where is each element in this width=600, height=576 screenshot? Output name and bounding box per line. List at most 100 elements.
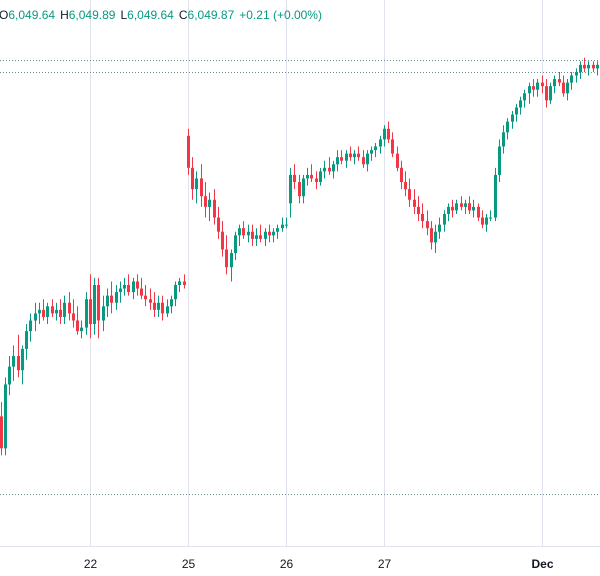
candle-body (404, 182, 407, 190)
candle-body (426, 221, 429, 229)
candle-body (468, 203, 471, 211)
candle-body (55, 309, 58, 314)
candle-body (336, 157, 339, 165)
candle-body (110, 295, 113, 303)
candle-body (149, 299, 152, 303)
candle-body (451, 206, 454, 211)
candle-body (485, 217, 488, 225)
candle-body (464, 203, 467, 207)
x-axis-ticks: 22 25 26 27 Dec (84, 557, 554, 571)
candle-body (259, 235, 262, 239)
candle-body (213, 199, 216, 218)
candle-body (281, 224, 284, 229)
open-label: O (0, 8, 8, 22)
candle-body (0, 416, 3, 449)
candle-body (42, 309, 45, 317)
candle-body (460, 203, 463, 207)
candle-body (38, 309, 41, 314)
high-value: 6,049.89 (69, 8, 116, 22)
candle-body (195, 178, 198, 190)
candle-body (21, 348, 24, 371)
candle-body (93, 285, 96, 325)
candle-body (289, 174, 292, 204)
candle-body (115, 292, 118, 303)
candle-body (119, 288, 122, 293)
x-tick-label: 25 (182, 557, 196, 571)
candle-body (434, 231, 437, 243)
candle-body (523, 93, 526, 101)
high-label: H (60, 8, 69, 22)
candle-body (204, 196, 207, 207)
candle-body (353, 153, 356, 158)
candle-body (230, 253, 233, 268)
candle-body (379, 139, 382, 147)
candle-body (76, 320, 79, 332)
candles (0, 57, 599, 456)
candle-body (298, 182, 301, 197)
candle-body (191, 167, 194, 190)
reference-lines (0, 60, 600, 495)
candle-body (225, 249, 228, 268)
candle-body (63, 302, 66, 317)
candle-body (532, 86, 535, 90)
candle-body (34, 313, 37, 321)
change-value: +0.21 (+0.00%) (239, 8, 322, 22)
candle-body (421, 213, 424, 222)
candle-body (170, 299, 173, 307)
candle-body (579, 64, 582, 72)
candle-body (575, 71, 578, 76)
candle-body (592, 64, 595, 69)
candle-body (541, 82, 544, 87)
candle-body (242, 228, 245, 236)
candle-body (136, 281, 139, 289)
candle-body (174, 285, 177, 300)
candle-body (323, 167, 326, 172)
candle-body (97, 285, 100, 321)
candle-body (383, 128, 386, 140)
candle-body (25, 331, 28, 349)
vertical-grid-lines (90, 0, 543, 546)
close-label: C (179, 8, 188, 22)
candle-body (217, 217, 220, 232)
candle-body (481, 217, 484, 225)
candle-body (89, 299, 92, 325)
candle-body (515, 107, 518, 115)
candle-body (498, 146, 501, 175)
candle-body (570, 75, 573, 83)
ohlc-legend: O6,049.64 H6,049.89 L6,049.64 C6,049.87 +0.2… (0, 8, 322, 22)
candle-body (332, 164, 335, 172)
candle-body (46, 306, 49, 317)
candle-body (183, 281, 186, 285)
candle-body (366, 153, 369, 165)
x-tick-label: Dec (531, 557, 553, 571)
candle-body (123, 285, 126, 289)
candle-body (374, 146, 377, 151)
candle-body (447, 206, 450, 214)
candle-body (558, 79, 561, 83)
candle-body (29, 320, 32, 332)
candle-body (583, 64, 586, 69)
low-label: L (120, 8, 127, 22)
candle-body (200, 178, 203, 197)
open-value: 6,049.64 (8, 8, 55, 22)
candle-body (357, 153, 360, 158)
candle-body (455, 203, 458, 211)
x-tick-label: 26 (280, 557, 294, 571)
candle-body (519, 100, 522, 108)
candle-body (489, 217, 492, 219)
candle-body (396, 153, 399, 168)
candle-body (408, 189, 411, 200)
candle-body (562, 82, 565, 94)
candle-body (72, 313, 75, 321)
candle-body (549, 86, 552, 101)
candle-body (238, 228, 241, 236)
candle-body (502, 132, 505, 147)
candle-body (306, 174, 309, 179)
candle-body (340, 157, 343, 161)
candle-body (596, 64, 599, 69)
candle-body (106, 295, 109, 307)
candle-body (80, 327, 83, 332)
candle-body (221, 231, 224, 250)
candle-body (328, 167, 331, 172)
